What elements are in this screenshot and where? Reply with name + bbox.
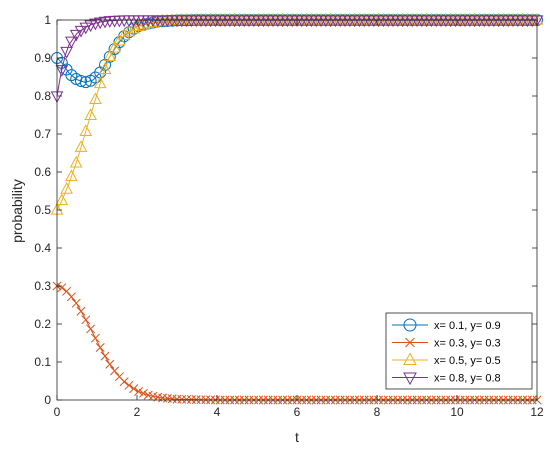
data-point (110, 366, 120, 376)
legend-marker (405, 337, 415, 348)
data-point (129, 384, 139, 394)
data-point (530, 15, 544, 28)
data-point (122, 24, 136, 37)
legend-label: x= 0.1, y= 0.9 (434, 320, 501, 332)
data-point (95, 343, 105, 353)
data-point (55, 193, 69, 206)
data-point (86, 324, 96, 334)
data-point (103, 49, 117, 62)
data-point (84, 108, 97, 121)
axes: 0 2 4 6 8 10 12 0 0.1 0.2 0.3 0.4 0.5 0.6 0.7 0.8 0.9 1 (34, 13, 544, 419)
y-tick-label: 0.5 (34, 203, 51, 217)
y-tick-label: 0.2 (34, 317, 51, 331)
x-tick-label: 12 (530, 405, 544, 419)
data-point (69, 29, 83, 42)
data-point (60, 181, 73, 194)
data-point (127, 21, 141, 34)
data-point (79, 124, 93, 136)
x-axis-title: t (295, 429, 299, 445)
y-tick-label: 0.7 (34, 127, 51, 141)
data-point (81, 315, 91, 325)
data-point (100, 351, 110, 361)
series-line (56, 19, 537, 211)
x-tick-label: 6 (294, 405, 301, 419)
data-point (93, 76, 107, 89)
legend-marker (403, 318, 417, 332)
legend-label: x= 0.5, y= 0.5 (434, 355, 501, 367)
data-point (134, 387, 144, 396)
data-point (65, 169, 78, 182)
legend-marker (403, 372, 417, 386)
data-point (69, 155, 83, 168)
legend: x= 0.1, y= 0.9 x= 0.3, y= 0.3 x= 0.5, y= 0… (385, 312, 533, 390)
data-point (108, 40, 121, 53)
legend-entry: x= 0.5, y= 0.5 (392, 352, 501, 367)
data-point (65, 36, 78, 49)
y-tick-label: 0.9 (34, 51, 51, 65)
y-tick-label: 0 (44, 393, 51, 407)
data-point (98, 62, 112, 75)
legend-box (385, 312, 533, 390)
legend-label: x= 0.3, y= 0.3 (434, 338, 501, 350)
data-point (89, 92, 102, 105)
x-tick-label: 8 (374, 405, 381, 419)
data-point (74, 140, 88, 152)
data-point (137, 17, 150, 30)
y-tick-label: 0.4 (34, 241, 51, 255)
data-point (71, 298, 81, 308)
data-point (66, 292, 76, 302)
y-axis-title: probability (9, 179, 25, 243)
data-point (55, 65, 69, 77)
data-point (105, 359, 115, 369)
series-line (56, 19, 537, 83)
y-tick-label: 1 (44, 13, 51, 27)
y-tick-label: 0.8 (34, 89, 51, 103)
y-tick-label: 0.6 (34, 165, 51, 179)
legend-label: x= 0.8, y= 0.8 (434, 373, 501, 385)
x-tick-label: 10 (450, 405, 464, 419)
data-point (74, 25, 88, 38)
data-point (132, 19, 145, 31)
data-point (90, 333, 100, 343)
legend-marker (403, 352, 417, 365)
data-point (79, 76, 92, 89)
x-tick-label: 0 (54, 405, 61, 419)
legend-entry: x= 0.3, y= 0.3 (392, 338, 501, 350)
data-point (117, 28, 131, 40)
x-tick-label: 4 (214, 405, 221, 419)
y-tick-label: 0.3 (34, 279, 51, 293)
data-point (60, 46, 73, 59)
data-point (138, 388, 148, 398)
x-tick-label: 2 (134, 405, 141, 419)
series-3 (50, 12, 544, 215)
legend-entry: x= 0.1, y= 0.9 (392, 318, 501, 332)
data-point (119, 377, 129, 387)
y-tick-label: 0.1 (34, 355, 51, 369)
legend-entry: x= 0.8, y= 0.8 (392, 372, 501, 386)
data-point (124, 380, 134, 390)
data-point (75, 74, 87, 87)
data-point (76, 306, 86, 316)
data-point (57, 283, 67, 293)
